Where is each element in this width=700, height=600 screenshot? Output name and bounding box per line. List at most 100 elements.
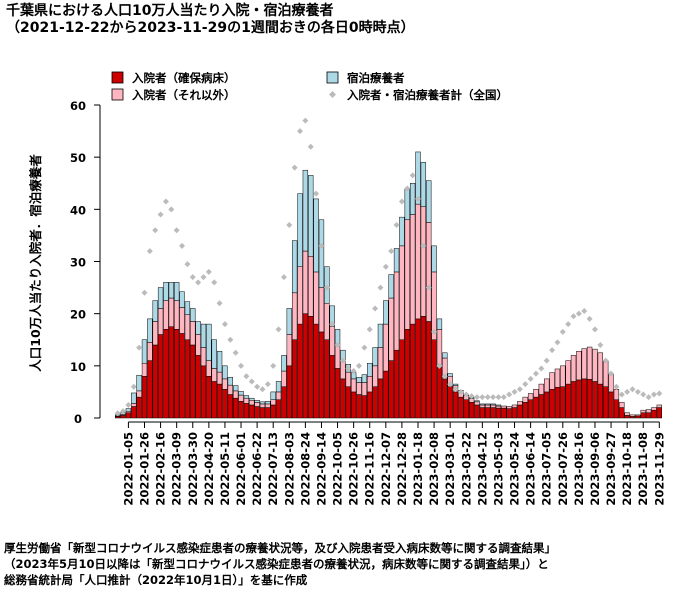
national-total-point [356, 362, 363, 369]
bar-segment-2 [308, 256, 314, 317]
national-total-point [425, 284, 432, 291]
national-total-point [650, 391, 657, 398]
bar-segment-1 [538, 394, 544, 419]
bar-segment-3 [318, 219, 325, 288]
bar-segment-1 [495, 407, 502, 419]
bar-segment-3 [147, 318, 153, 343]
national-total-point [157, 211, 164, 218]
bar-segment-2 [195, 334, 201, 356]
bar-segment-3 [495, 404, 502, 407]
bar-segment-1 [377, 378, 384, 419]
bar-segment-3 [399, 216, 405, 247]
bar-segment-1 [415, 318, 421, 419]
national-total-point [404, 185, 411, 192]
national-total-point [441, 373, 448, 380]
national-total-point [484, 394, 491, 401]
bar-segment-1 [586, 379, 593, 419]
national-total-point [490, 394, 497, 401]
bar-segment-3 [377, 323, 384, 348]
national-total-point [200, 274, 207, 281]
bar-segment-2 [576, 350, 582, 381]
national-total-point [377, 284, 384, 291]
bar-segment-1 [361, 395, 368, 419]
bar-segment-2 [436, 329, 443, 367]
national-total-point [302, 117, 309, 124]
bar-segment-3 [206, 323, 212, 361]
bar-segment-3 [426, 180, 432, 223]
x-tick-label: 2022-03-30 [186, 432, 200, 506]
bar-segment-1 [399, 339, 405, 419]
national-total-point [565, 321, 572, 328]
national-total-point [232, 349, 239, 356]
x-tick-label: 2022-05-11 [218, 432, 232, 506]
national-total-point [463, 391, 470, 398]
national-total-point [264, 381, 271, 388]
national-total-point [640, 391, 647, 398]
bar-segment-1 [624, 415, 630, 419]
bar-segment-3 [383, 300, 389, 325]
source-line-1: 厚生労働省「新型コロナウイルス感染症患者の療養状況等，及び入院患者受入病床数等に… [4, 541, 556, 555]
bar-segment-3 [308, 175, 314, 257]
bar-segment-2 [141, 362, 148, 377]
national-total-point [329, 321, 336, 328]
bar-segment-1 [324, 339, 330, 419]
national-total-point [495, 394, 502, 401]
bar-segment-1 [447, 386, 453, 419]
bar-segment-1 [179, 333, 185, 419]
national-total-point [634, 388, 641, 395]
national-total-point [468, 393, 475, 400]
bar-segment-2 [286, 334, 292, 367]
bar-segment-1 [613, 399, 620, 419]
national-total-point [624, 388, 631, 395]
x-tick-label: 2023-10-18 [620, 432, 634, 506]
bar-segment-3 [372, 347, 378, 367]
bar-segment-1 [452, 391, 459, 419]
bar-segment-3 [388, 274, 394, 299]
bar-segment-1 [501, 407, 507, 419]
national-total-point [591, 326, 598, 333]
x-tick-label: 2022-10-05 [331, 432, 345, 506]
legend-label-4: 入院者・宿泊療養者計（全国） [347, 88, 508, 102]
bar-segment-3 [141, 339, 148, 364]
national-total-point [398, 198, 405, 205]
national-total-point [608, 370, 615, 377]
bar-segment-1 [222, 389, 228, 419]
bar-segment-1 [286, 365, 292, 419]
legend-swatch-3 [326, 71, 339, 84]
bar-segment-2 [635, 414, 641, 417]
bar-segment-1 [463, 399, 469, 419]
bar-segment-2 [216, 371, 223, 385]
national-total-point [254, 383, 261, 390]
bar-segment-3 [404, 188, 410, 221]
bar-segment-1 [506, 408, 512, 419]
national-total-point [393, 221, 400, 228]
bar-segment-2 [136, 390, 142, 398]
bar-segment-2 [426, 222, 432, 322]
national-total-point [629, 386, 636, 393]
x-tick-label: 2022-03-09 [170, 432, 184, 506]
x-tick-label: 2023-11-29 [652, 432, 666, 506]
bar-segment-3 [131, 392, 137, 404]
x-tick-label: 2023-11-08 [636, 432, 650, 506]
bar-segment-2 [613, 389, 620, 400]
bar-segment-1 [645, 412, 652, 419]
bar-segment-1 [560, 386, 566, 419]
bar-segment-1 [281, 386, 287, 419]
bars-layer [115, 151, 662, 419]
national-total-point [575, 310, 582, 317]
bar-segment-1 [270, 404, 276, 419]
bar-segment-2 [297, 266, 303, 325]
bar-segment-3 [452, 383, 459, 386]
bar-segment-1 [125, 412, 132, 419]
bar-segment-1 [265, 407, 271, 419]
bar-segment-3 [490, 403, 496, 406]
bar-segment-1 [141, 376, 148, 419]
bar-segment-2 [522, 396, 528, 403]
bar-segment-1 [259, 407, 266, 419]
bar-segment-1 [275, 399, 282, 419]
national-total-point [339, 357, 346, 364]
source-note: 厚生労働省「新型コロナウイルス感染症患者の療養状況等，及び入院患者受入病床数等に… [4, 540, 556, 588]
national-total-point [602, 357, 609, 364]
x-tick-label: 2023-02-08 [427, 432, 441, 506]
bar-segment-3 [361, 374, 368, 383]
